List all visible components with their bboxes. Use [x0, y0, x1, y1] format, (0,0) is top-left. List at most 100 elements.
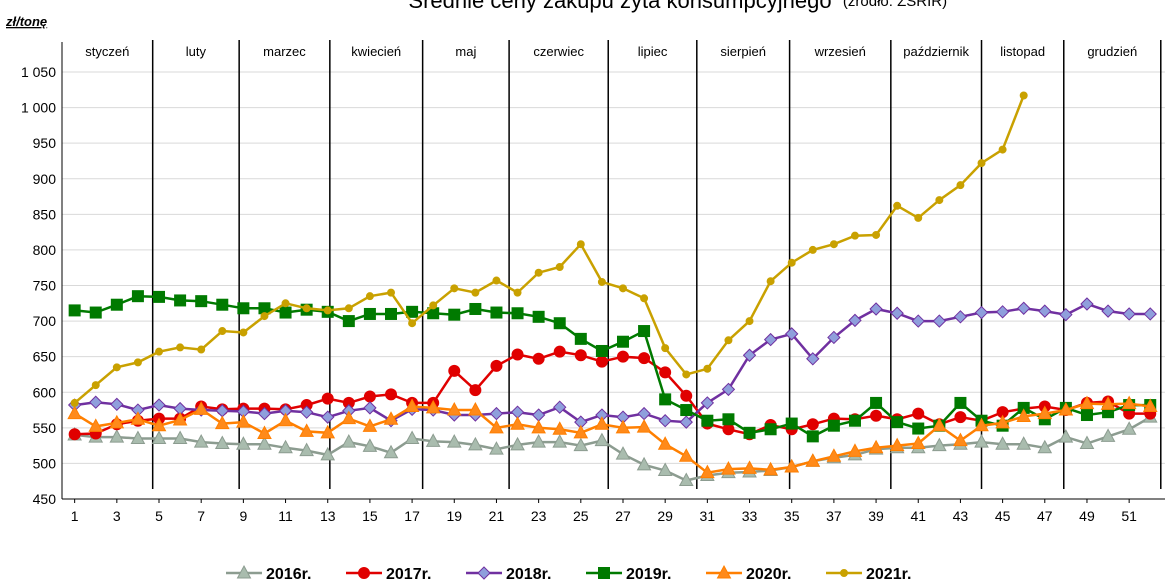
chart-subtitle: (źródło: ZSRIR)	[843, 0, 947, 10]
series-line	[74, 350, 1151, 436]
marker	[977, 159, 986, 168]
marker	[618, 284, 627, 293]
marker	[1100, 396, 1116, 410]
marker	[594, 416, 610, 430]
marker	[109, 429, 125, 443]
marker	[931, 437, 947, 452]
marker	[299, 405, 314, 419]
marker	[657, 436, 673, 450]
marker	[218, 327, 227, 336]
marker	[214, 415, 230, 430]
marker	[448, 308, 461, 321]
marker	[953, 432, 968, 447]
marker	[1121, 395, 1137, 410]
marker	[1037, 405, 1053, 420]
marker	[239, 328, 248, 337]
marker	[910, 435, 926, 449]
marker	[404, 430, 420, 445]
marker	[510, 436, 525, 451]
x-tick-label: 11	[278, 508, 293, 524]
marker	[721, 461, 736, 475]
x-tick-label: 7	[197, 508, 205, 524]
series-line	[73, 95, 1025, 404]
marker	[954, 396, 967, 409]
marker	[193, 434, 209, 448]
marker	[597, 277, 606, 286]
marker	[197, 345, 206, 354]
marker	[531, 419, 546, 434]
marker	[956, 181, 965, 190]
marker	[678, 448, 694, 462]
marker	[468, 436, 483, 451]
marker	[365, 292, 374, 301]
marker	[172, 411, 188, 426]
marker	[682, 370, 691, 379]
marker	[637, 406, 651, 421]
x-tick-label: 23	[531, 508, 547, 524]
marker	[490, 359, 503, 372]
marker	[1080, 409, 1093, 422]
marker	[742, 460, 757, 474]
marker	[891, 416, 904, 429]
y-tick-label: 950	[33, 135, 57, 151]
marker	[998, 145, 1007, 154]
marker	[766, 277, 775, 286]
legend-label: 2018r.	[506, 566, 551, 583]
marker	[155, 347, 164, 356]
marker	[636, 456, 652, 471]
marker	[616, 335, 629, 348]
marker	[236, 414, 251, 428]
x-tick-label: 27	[615, 508, 631, 524]
marker	[110, 397, 124, 412]
marker	[429, 301, 438, 310]
marker	[785, 327, 799, 341]
marker	[995, 414, 1010, 429]
marker	[363, 390, 376, 403]
marker	[323, 306, 332, 315]
marker	[787, 258, 796, 267]
marker	[471, 288, 480, 297]
marker	[574, 349, 587, 362]
legend-label: 2021r.	[866, 566, 911, 583]
marker	[657, 462, 673, 477]
marker	[868, 439, 884, 454]
marker	[320, 424, 336, 439]
marker	[784, 458, 800, 473]
marker	[260, 312, 269, 321]
marker	[193, 401, 209, 415]
marker	[321, 410, 335, 424]
marker	[640, 294, 649, 303]
marker	[112, 363, 121, 372]
x-tick-label: 13	[320, 508, 336, 524]
marker	[870, 396, 883, 409]
marker	[406, 305, 419, 318]
marker	[661, 344, 670, 353]
x-tick-label: 49	[1079, 508, 1095, 524]
marker	[342, 315, 355, 328]
month-label: lipiec	[638, 44, 668, 59]
marker	[344, 304, 353, 313]
month-label: październik	[903, 44, 969, 59]
marker	[827, 330, 841, 345]
marker	[70, 398, 79, 407]
marker	[745, 317, 754, 326]
y-axis-label: zł/tonę	[5, 14, 47, 29]
marker	[659, 393, 672, 406]
marker	[1101, 304, 1115, 318]
marker	[553, 317, 566, 330]
month-label: kwiecień	[351, 44, 401, 59]
legend-marker	[477, 566, 491, 580]
marker	[1142, 398, 1158, 412]
legend-label: 2019r.	[626, 566, 671, 583]
marker	[363, 401, 377, 415]
x-tick-label: 45	[995, 508, 1011, 524]
x-tick-label: 35	[784, 508, 800, 524]
marker	[1016, 436, 1032, 450]
marker	[362, 438, 378, 452]
marker	[850, 231, 859, 240]
legend-label: 2016r.	[266, 566, 311, 583]
month-label: sierpień	[720, 44, 766, 59]
marker	[385, 307, 398, 320]
marker	[131, 290, 144, 303]
x-tick-label: 51	[1121, 508, 1137, 524]
